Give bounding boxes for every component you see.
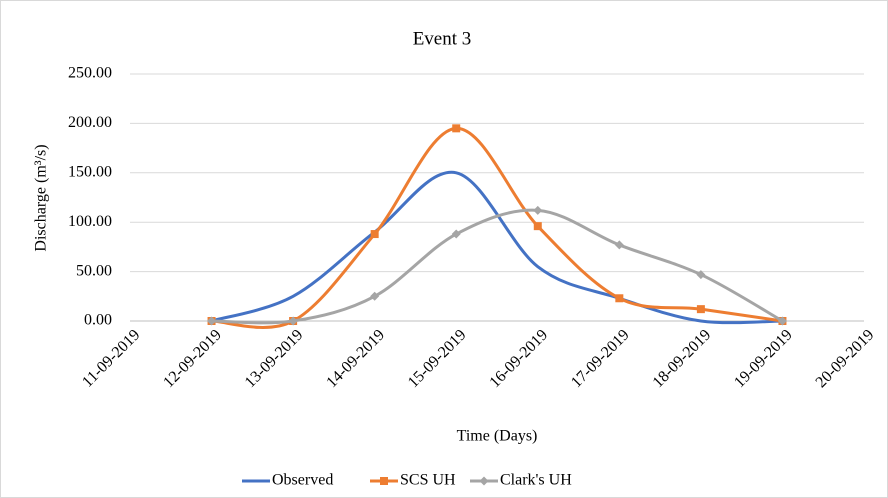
data-point: [533, 222, 542, 231]
data-point: [288, 316, 298, 326]
y-axis-title: Discharge (m³/s): [33, 144, 50, 251]
y-tick-label: 200.00: [68, 114, 112, 131]
legend-label: SCS UH: [400, 472, 456, 489]
data-point: [452, 124, 461, 133]
y-tick-label: 150.00: [68, 163, 112, 180]
series-line: [210, 126, 784, 329]
data-point: [615, 294, 624, 303]
y-tick-label: 0.00: [84, 312, 112, 329]
data-point: [370, 230, 379, 239]
legend-label: Observed: [272, 472, 333, 489]
data-point: [451, 229, 461, 239]
data-point: [533, 205, 543, 215]
data-point: [614, 240, 624, 250]
legend-marker: [479, 476, 489, 486]
data-point: [696, 270, 706, 280]
data-point: [207, 316, 217, 326]
y-tick-label: 100.00: [68, 213, 112, 230]
series-line: [210, 208, 784, 325]
series-line: [210, 170, 784, 325]
data-point: [370, 291, 380, 301]
chart-title: Event 3: [413, 28, 472, 49]
data-point: [696, 305, 705, 314]
y-tick-label: 50.00: [76, 262, 112, 279]
x-axis-title: Time (Days): [457, 428, 538, 445]
legend-marker: [380, 477, 388, 485]
y-tick-label: 250.00: [68, 65, 112, 82]
legend-label: Clark's UH: [500, 472, 572, 489]
data-point: [777, 316, 787, 326]
